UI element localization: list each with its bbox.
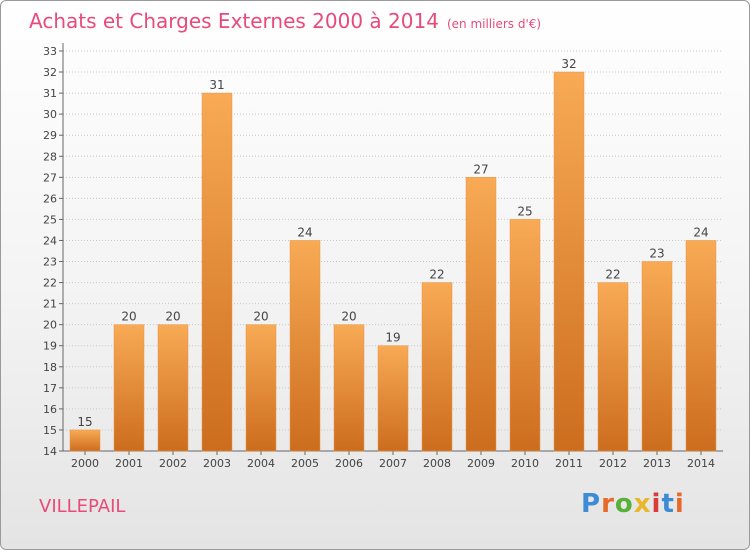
data-label-2000: 15 xyxy=(77,415,92,429)
x-tick-label-2009: 2009 xyxy=(467,457,495,470)
y-tick-labels: 14 15 16 17 18 19 20 21 22 23 24 25 26 27 28 29 30 31 32 33 xyxy=(43,45,57,458)
chart-title-text: Achats et Charges Externes 2000 à 2014 xyxy=(29,9,439,33)
y-tick-label: 22 xyxy=(43,277,57,290)
y-tick-label: 30 xyxy=(43,108,57,121)
y-tick-label: 26 xyxy=(43,192,57,205)
bars xyxy=(69,71,717,452)
bar-2004 xyxy=(245,324,277,452)
data-label-2003: 31 xyxy=(209,78,224,92)
bar-2012 xyxy=(597,282,629,452)
bar-2011 xyxy=(553,71,585,452)
bar-2007 xyxy=(377,345,409,452)
y-tick-label: 31 xyxy=(43,87,57,100)
data-label-2008: 22 xyxy=(429,268,444,282)
y-tick-label: 32 xyxy=(43,66,57,79)
bar-2006 xyxy=(333,324,365,452)
data-labels: 15 20 20 31 20 24 20 19 22 27 25 32 22 23 24 xyxy=(77,57,708,429)
x-tick-label-2010: 2010 xyxy=(511,457,539,470)
data-label-2013: 23 xyxy=(649,247,664,261)
y-tick-label: 15 xyxy=(43,424,57,437)
data-label-2005: 24 xyxy=(297,225,312,239)
bar-2001 xyxy=(113,324,145,452)
x-tick-label-2011: 2011 xyxy=(555,457,583,470)
data-label-2002: 20 xyxy=(165,310,180,324)
logo-letter: r xyxy=(601,489,615,519)
logo-letter: o xyxy=(614,489,634,519)
x-tick-label-2008: 2008 xyxy=(423,457,451,470)
x-tick-label-2013: 2013 xyxy=(643,457,671,470)
chart-title: Achats et Charges Externes 2000 à 2014 (e… xyxy=(29,9,541,33)
bar-2013 xyxy=(641,261,673,452)
y-tick-label: 20 xyxy=(43,319,57,332)
data-label-2010: 25 xyxy=(517,204,532,218)
logo-letter: i xyxy=(674,489,685,519)
bar-2000 xyxy=(69,429,101,452)
x-tick-label-2002: 2002 xyxy=(159,457,187,470)
bar-2008 xyxy=(421,282,453,452)
chart-subtitle: (en milliers d'€) xyxy=(446,17,542,31)
bar-2010 xyxy=(509,219,541,452)
bar-2009 xyxy=(465,177,497,452)
y-tick-label: 33 xyxy=(43,45,57,58)
data-label-2001: 20 xyxy=(121,310,136,324)
bar-2003 xyxy=(201,92,233,452)
bar-2002 xyxy=(157,324,189,452)
logo-letter: i xyxy=(651,489,662,519)
y-tick-label: 27 xyxy=(43,171,57,184)
y-tick-label: 19 xyxy=(43,340,57,353)
y-tick-label: 14 xyxy=(43,445,57,458)
data-label-2011: 32 xyxy=(561,57,576,71)
x-tick-label-2012: 2012 xyxy=(599,457,627,470)
data-label-2014: 24 xyxy=(693,225,708,239)
bar-2005 xyxy=(289,240,321,452)
y-tick-label: 28 xyxy=(43,150,57,163)
x-tick-label-2000: 2000 xyxy=(71,457,99,470)
x-tick-label-2014: 2014 xyxy=(687,457,715,470)
x-tick-labels: 2000 2001 2002 2003 2004 2005 2006 2007 2008 2009… xyxy=(71,457,715,470)
logo-letter: x xyxy=(633,489,652,519)
y-tick-label: 16 xyxy=(43,403,57,416)
logo-letter: t xyxy=(661,489,675,519)
data-label-2007: 19 xyxy=(385,331,400,345)
y-tick-label: 24 xyxy=(43,234,57,247)
x-tick-label-2003: 2003 xyxy=(203,457,231,470)
y-tick-label: 29 xyxy=(43,129,57,142)
proxiti-logo: Proxiti xyxy=(581,489,685,519)
y-tick-label: 25 xyxy=(43,213,57,226)
data-label-2009: 27 xyxy=(473,162,488,176)
data-label-2004: 20 xyxy=(253,310,268,324)
x-tick-label-2004: 2004 xyxy=(247,457,275,470)
data-label-2006: 20 xyxy=(341,310,356,324)
logo-letter: P xyxy=(581,489,602,519)
y-tick-label: 21 xyxy=(43,298,57,311)
x-tick-label-2007: 2007 xyxy=(379,457,407,470)
x-tick-label-2005: 2005 xyxy=(291,457,319,470)
x-tick-label-2006: 2006 xyxy=(335,457,363,470)
x-tick-label-2001: 2001 xyxy=(115,457,143,470)
bar-2014 xyxy=(685,240,717,452)
y-tick-label: 23 xyxy=(43,256,57,269)
y-tick-label: 18 xyxy=(43,361,57,374)
y-tick-label: 17 xyxy=(43,382,57,395)
commune-name: VILLEPAIL xyxy=(39,496,126,517)
data-label-2012: 22 xyxy=(605,268,620,282)
